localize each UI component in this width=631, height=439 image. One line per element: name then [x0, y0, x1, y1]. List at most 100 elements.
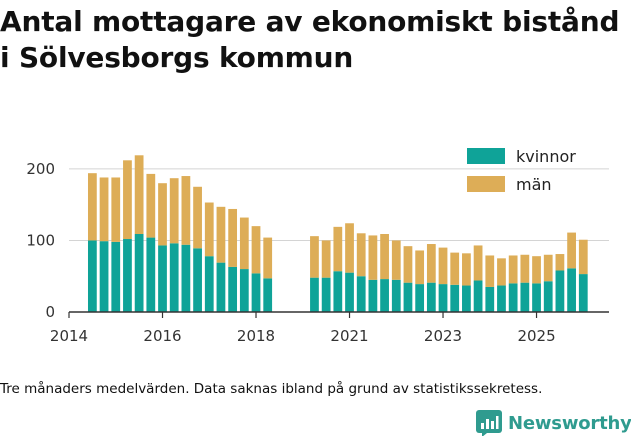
- bar-kvinnor: [508, 283, 518, 312]
- bar-kvinnor: [555, 270, 565, 312]
- bar-kvinnor: [310, 277, 319, 312]
- legend: kvinnor män: [467, 147, 576, 194]
- bar-man: [333, 226, 343, 272]
- bar-kvinnor: [333, 271, 343, 312]
- brand-name: Newsworthy: [508, 412, 631, 434]
- bar-kvinnor: [123, 239, 132, 312]
- bar-kvinnor: [99, 241, 109, 312]
- bar-kvinnor: [134, 234, 144, 312]
- bar-man: [368, 235, 378, 280]
- bar-kvinnor: [158, 245, 167, 312]
- bar-man: [169, 178, 179, 244]
- bar-kvinnor: [485, 286, 495, 312]
- newsworthy-logo-icon: [476, 410, 502, 436]
- footnote: Tre månaders medelvärden. Data saknas ib…: [0, 381, 543, 397]
- bar-man: [578, 239, 588, 275]
- bar-man: [520, 254, 530, 283]
- x-tick-label: 2016: [143, 327, 181, 345]
- bar-man: [438, 247, 448, 285]
- bar-man: [426, 244, 436, 283]
- bar-kvinnor: [426, 282, 436, 312]
- x-tick-label: 2014: [50, 327, 88, 345]
- legend-label: kvinnor: [516, 147, 576, 166]
- bar-man: [239, 217, 249, 270]
- y-tick-label: 100: [26, 231, 55, 249]
- bar-man: [567, 232, 576, 269]
- bar-man: [543, 254, 553, 282]
- bar-man: [216, 206, 226, 263]
- bar-kvinnor: [403, 282, 413, 312]
- brand-logo[interactable]: Newsworthy: [476, 410, 631, 436]
- bar-kvinnor: [391, 279, 401, 312]
- bar-man: [204, 202, 214, 257]
- bar-chart: 0 100 200 2014 2016 2018 2021 2023 2025 kvinnor m…: [26, 147, 609, 345]
- bar-man: [485, 255, 495, 287]
- bar-kvinnor: [567, 268, 576, 312]
- bar-kvinnor: [321, 277, 331, 312]
- bar-kvinnor: [345, 272, 354, 312]
- bar-man: [508, 255, 518, 284]
- bar-man: [99, 177, 109, 242]
- bar-kvinnor: [497, 285, 506, 312]
- axes: 0 100 200 2014 2016 2018 2021 2023 2025: [26, 160, 609, 345]
- bar-man: [473, 245, 483, 281]
- bar-kvinnor: [263, 278, 273, 312]
- bar-kvinnor: [146, 237, 156, 312]
- bar-man: [111, 177, 121, 242]
- bar-man: [555, 254, 565, 271]
- y-tick-label: 200: [26, 160, 55, 178]
- bar-kvinnor: [169, 243, 179, 312]
- bar-man: [321, 240, 331, 278]
- bar-man: [87, 173, 97, 241]
- x-tick-label: 2021: [330, 327, 368, 345]
- bar-man: [391, 240, 401, 280]
- bar-man: [356, 233, 366, 277]
- bar-kvinnor: [532, 283, 541, 312]
- bar-kvinnor: [216, 262, 226, 312]
- bar-kvinnor: [520, 282, 530, 312]
- legend-swatch: [467, 176, 505, 192]
- bar-kvinnor: [239, 269, 249, 312]
- bar-man: [403, 246, 413, 283]
- bar-kvinnor: [462, 285, 471, 312]
- chart-title: Antal mottagare av ekonomiskt bistånd i …: [0, 5, 620, 74]
- y-tick-label: 0: [45, 303, 55, 321]
- bar-man: [251, 226, 261, 274]
- bar-man: [380, 234, 389, 280]
- bar-kvinnor: [450, 284, 460, 312]
- bar-series: [87, 155, 588, 312]
- bar-man: [415, 250, 425, 285]
- bar-kvinnor: [228, 266, 238, 312]
- legend-swatch: [467, 148, 505, 164]
- bar-kvinnor: [111, 241, 121, 312]
- bar-kvinnor: [356, 276, 366, 312]
- bar-kvinnor: [193, 248, 202, 312]
- bar-kvinnor: [438, 284, 448, 312]
- bar-kvinnor: [368, 279, 378, 312]
- x-tick-label: 2018: [237, 327, 275, 345]
- bar-man: [497, 258, 506, 286]
- bar-kvinnor: [415, 284, 425, 312]
- bar-man: [193, 186, 202, 249]
- bar-man: [532, 256, 541, 284]
- bar-kvinnor: [578, 274, 588, 312]
- bar-man: [181, 176, 191, 245]
- bar-man: [228, 208, 238, 267]
- bar-kvinnor: [380, 279, 389, 312]
- bar-kvinnor: [543, 281, 553, 312]
- bar-man: [123, 160, 132, 240]
- bar-man: [345, 223, 354, 273]
- bar-man: [134, 155, 144, 235]
- bar-man: [146, 173, 156, 238]
- bar-kvinnor: [251, 273, 261, 312]
- bar-kvinnor: [181, 244, 191, 312]
- bar-kvinnor: [87, 240, 97, 312]
- x-tick-label: 2023: [424, 327, 462, 345]
- bar-kvinnor: [204, 256, 214, 312]
- bar-man: [462, 253, 471, 286]
- bar-kvinnor: [473, 280, 483, 312]
- x-tick-label: 2025: [517, 327, 555, 345]
- bar-man: [263, 237, 273, 279]
- bar-man: [450, 252, 460, 285]
- bar-man: [310, 236, 319, 278]
